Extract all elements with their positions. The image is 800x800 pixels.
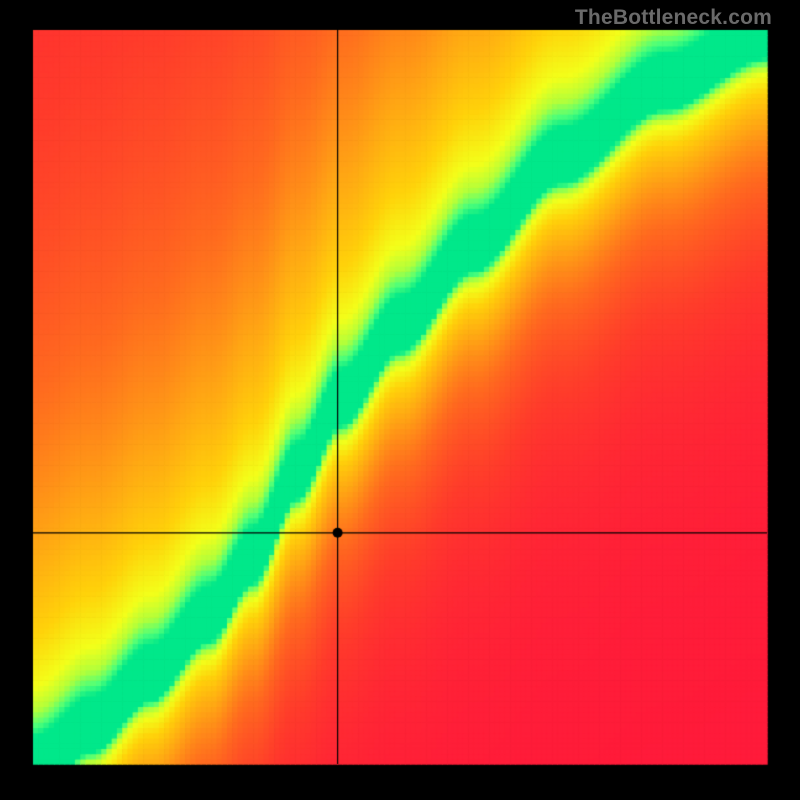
chart-container: TheBottleneck.com — [0, 0, 800, 800]
bottleneck-heatmap — [0, 0, 800, 800]
watermark-text: TheBottleneck.com — [575, 6, 772, 30]
